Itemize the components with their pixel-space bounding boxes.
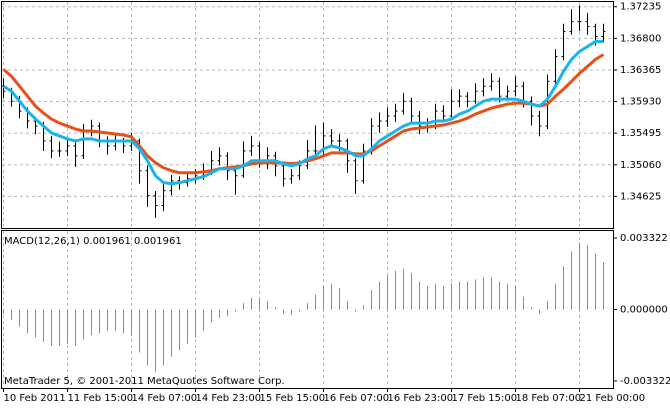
x-tick-label: 17 Feb 15:00	[452, 393, 518, 404]
x-tick-label: 16 Feb 23:00	[388, 393, 454, 404]
y-tick-label: 0.003322	[620, 233, 668, 244]
y-tick-label: 1.34625	[620, 191, 661, 202]
x-tick-label: 18 Feb 07:00	[516, 393, 582, 404]
y-tick-label: -0.003322	[620, 376, 670, 387]
x-tick-label: 14 Feb 07:00	[132, 393, 198, 404]
y-tick-label: 1.36800	[620, 33, 661, 44]
x-tick-label: 16 Feb 07:00	[324, 393, 390, 404]
y-tick-label: 1.35930	[620, 97, 661, 108]
x-tick-label: 14 Feb 23:00	[196, 393, 262, 404]
moving-average-line	[2, 40, 604, 186]
price-panel-frame	[1, 1, 614, 229]
x-tick-label: 11 Feb 15:00	[68, 393, 134, 404]
y-tick-label: 1.35495	[620, 128, 661, 139]
x-tick-label: 15 Feb 15:00	[260, 393, 326, 404]
x-tick-label: 10 Feb 2011	[4, 393, 66, 404]
y-tick-label: 1.37235	[620, 2, 661, 13]
x-tick-label: 21 Feb 00:00	[580, 393, 646, 404]
y-tick-label: 0.000000	[620, 305, 668, 316]
y-tick-label: 1.36365	[620, 65, 661, 76]
copyright: MetaTrader 5, © 2001-2011 MetaQuotes Sof…	[4, 376, 285, 387]
indicator-label: MACD(12,26,1) 0.001961 0.001961	[4, 236, 182, 247]
y-tick-label: 1.35060	[620, 160, 661, 171]
